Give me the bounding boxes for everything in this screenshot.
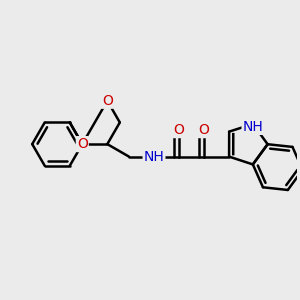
Text: NH: NH — [243, 120, 263, 134]
Text: NH: NH — [144, 150, 164, 164]
Text: O: O — [102, 94, 113, 108]
Text: O: O — [199, 123, 209, 137]
Text: O: O — [174, 123, 184, 137]
Text: O: O — [77, 137, 88, 151]
